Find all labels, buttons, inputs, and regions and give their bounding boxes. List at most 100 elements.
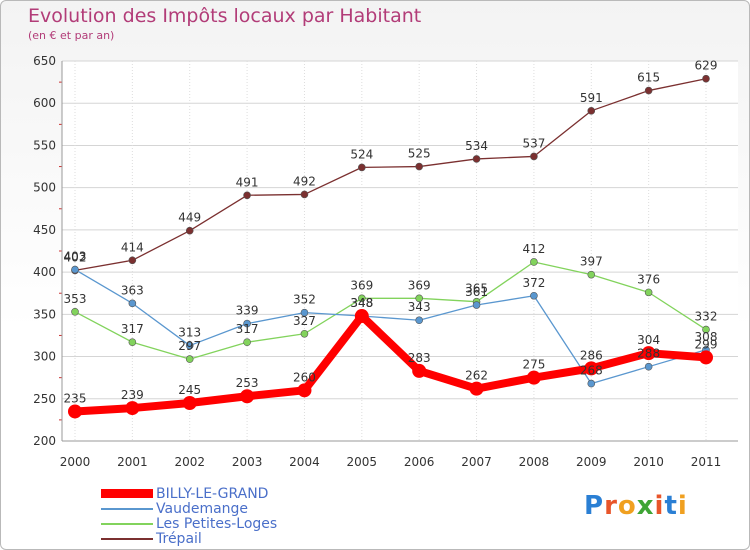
data-point (182, 396, 197, 410)
logo-letter: o (617, 491, 637, 521)
data-point (300, 329, 309, 338)
x-tick-label: 2011 (691, 455, 722, 469)
chart-title: Evolution des Impôts locaux par Habitant (28, 5, 422, 27)
y-tick-label: 500 (33, 181, 56, 195)
data-label: 491 (236, 175, 259, 189)
data-label: 317 (236, 322, 259, 336)
data-point (469, 381, 484, 396)
data-point (300, 308, 309, 317)
data-label: 299 (695, 337, 718, 351)
data-label: 260 (293, 370, 316, 384)
data-label: 283 (408, 351, 431, 365)
data-point (526, 370, 541, 385)
data-point (415, 162, 423, 171)
y-tick-label: 600 (33, 96, 56, 110)
data-label: 369 (408, 278, 431, 292)
data-label: 304 (637, 333, 660, 347)
data-label: 629 (695, 59, 718, 73)
data-point (185, 226, 194, 235)
data-label: 235 (64, 391, 87, 405)
data-point (472, 301, 481, 309)
x-tick-label: 2006 (404, 455, 435, 469)
data-label: 343 (408, 300, 431, 314)
data-label: 365 (465, 282, 488, 296)
data-label: 363 (121, 283, 144, 297)
data-point (644, 288, 653, 297)
data-label: 615 (637, 71, 660, 85)
data-label: 308 (695, 330, 718, 344)
x-tick-label: 2003 (232, 455, 263, 469)
plot-area (62, 61, 738, 441)
y-tick-label: 400 (33, 265, 56, 279)
data-label: 297 (178, 339, 201, 353)
data-point (71, 307, 79, 316)
data-label: 327 (293, 314, 316, 328)
legend-label: Trépail (156, 530, 202, 547)
data-label: 313 (178, 326, 201, 340)
data-point (358, 163, 366, 172)
data-label: 253 (236, 376, 259, 390)
data-point (415, 294, 423, 303)
data-point (125, 401, 140, 416)
data-label: 397 (580, 255, 603, 269)
data-point (300, 190, 309, 199)
series-line-billy-le-grand (71, 312, 710, 416)
data-point (297, 383, 312, 398)
data-point (68, 404, 82, 419)
data-label: 352 (293, 293, 316, 307)
data-label: 339 (236, 304, 259, 318)
legend-swatch (101, 522, 153, 525)
data-point (128, 256, 137, 265)
data-point (530, 152, 538, 161)
data-point (587, 379, 596, 388)
data-point (185, 341, 194, 350)
legend-label: Les Petites-Loges (156, 515, 278, 532)
data-label: 591 (580, 91, 603, 105)
data-point (587, 107, 596, 115)
y-tick-label: 650 (33, 54, 56, 68)
y-tick-label: 450 (33, 223, 56, 237)
series-line-tr-pail (74, 78, 707, 272)
data-label: 348 (350, 296, 373, 310)
logo-letter: r (604, 491, 618, 521)
y-tick-label: 350 (33, 307, 56, 321)
data-label: 245 (178, 383, 201, 397)
data-point (641, 346, 656, 361)
data-label: 372 (522, 276, 545, 290)
legend-swatch (101, 489, 153, 498)
logo-letter: i (677, 491, 688, 521)
logo-letter: P (584, 491, 605, 521)
legend-item: Vaudemange (101, 501, 277, 517)
data-point (584, 361, 599, 376)
data-point (699, 350, 713, 365)
data-label: 275 (522, 358, 545, 372)
data-label: 534 (465, 139, 488, 153)
legend-item: BILLY-LE-GRAND (101, 486, 277, 502)
data-label: 239 (121, 388, 144, 402)
data-point (644, 86, 653, 95)
logo-letter: t (664, 491, 678, 521)
x-tick-label: 2004 (289, 455, 320, 469)
data-point (243, 319, 251, 328)
data-label: 262 (465, 369, 488, 383)
data-label: 288 (637, 347, 660, 361)
data-label: 412 (522, 242, 545, 256)
data-label: 376 (637, 272, 660, 286)
data-point (243, 338, 251, 347)
data-label: 492 (293, 174, 316, 188)
x-tick-label: 2005 (347, 455, 378, 469)
data-label: 537 (522, 136, 545, 150)
y-tick-label: 550 (33, 138, 56, 152)
data-point (128, 338, 137, 347)
data-label: 449 (178, 211, 201, 225)
chart-subtitle: (en € et par an) (28, 29, 115, 42)
data-label: 361 (465, 285, 488, 299)
data-label: 402 (64, 250, 87, 264)
y-tick-label: 200 (33, 434, 56, 448)
data-point (587, 270, 596, 279)
x-tick-label: 2010 (633, 455, 664, 469)
data-label: 353 (64, 292, 87, 306)
logo-letter: x (636, 491, 655, 521)
data-point (702, 325, 710, 334)
